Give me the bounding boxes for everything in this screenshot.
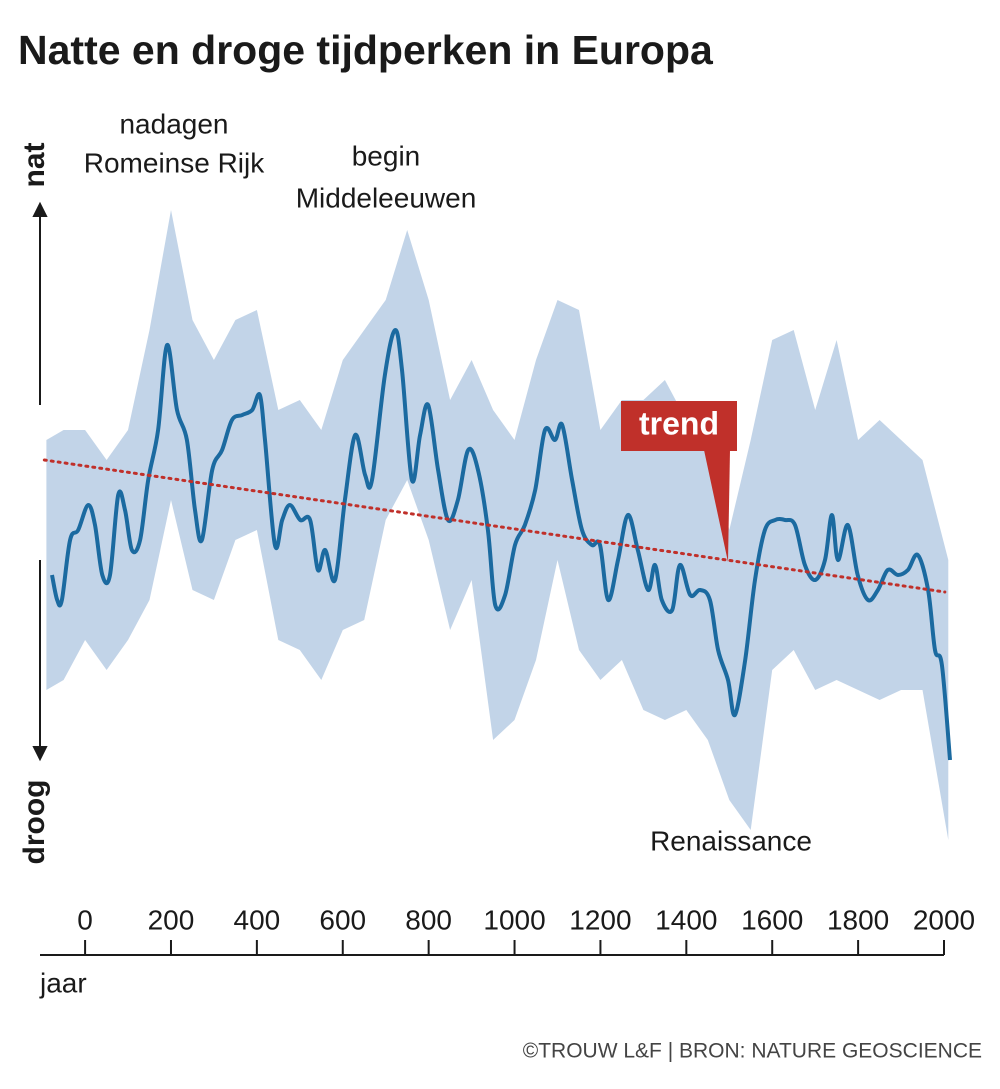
chart-title: Natte en droge tijdperken in Europa (18, 27, 714, 73)
data-line (50, 327, 952, 761)
annotation: Renaissance (650, 825, 812, 856)
x-tick-label: 1200 (569, 904, 631, 935)
x-tick-label: 200 (148, 904, 195, 935)
callout-box (621, 401, 737, 451)
annotation: begin (352, 140, 421, 171)
plot-area (42, 210, 952, 840)
annotation: nadagen (119, 108, 228, 139)
x-tick-label: 600 (319, 904, 366, 935)
x-tick-label: 1000 (483, 904, 545, 935)
trend-line (42, 458, 947, 594)
y-arrows (32, 201, 48, 762)
x-tick-label: 800 (405, 904, 452, 935)
arrow-head (32, 201, 48, 217)
x-axis-label: jaar (39, 967, 87, 998)
x-tick-label: 400 (234, 904, 281, 935)
x-tick-label: 1600 (741, 904, 803, 935)
trend-label: trend (639, 405, 719, 441)
annotation: Romeinse Rijk (84, 147, 265, 178)
annotation: Middeleeuwen (296, 182, 477, 213)
x-tick-label: 1800 (827, 904, 889, 935)
range-band (46, 210, 949, 840)
y-label-top: nat (18, 142, 51, 187)
x-tick-label: 1400 (655, 904, 717, 935)
x-tick-label: 2000 (913, 904, 975, 935)
arrow-head (32, 746, 48, 762)
callout-pointer (704, 450, 730, 562)
y-label-bottom: droog (18, 780, 51, 865)
trend-callout: trend (621, 401, 737, 562)
x-tick-label: 0 (77, 904, 93, 935)
source: ©TROUW L&F | BRON: NATURE GEOSCIENCE (523, 1040, 982, 1063)
